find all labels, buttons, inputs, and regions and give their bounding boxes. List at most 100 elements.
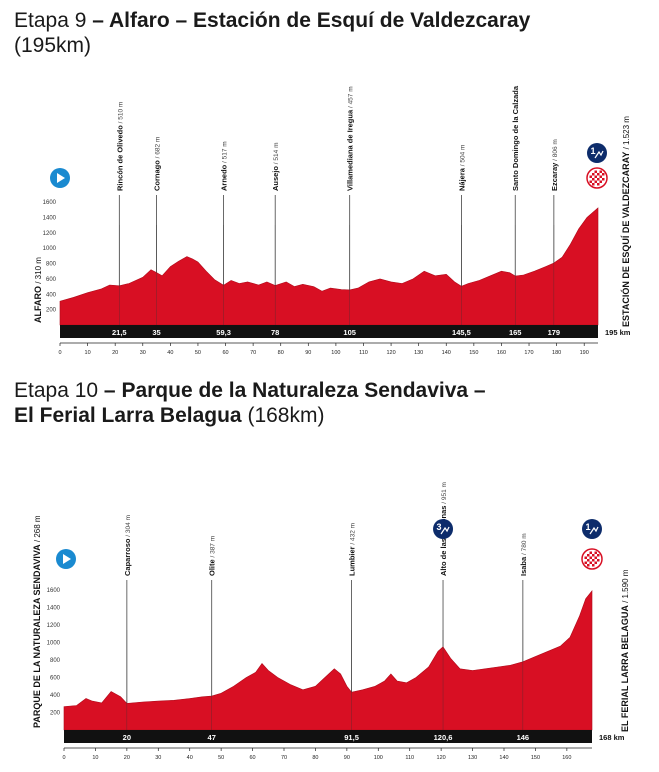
stage-10-number: Etapa 10 xyxy=(14,379,99,402)
x-tick-label: 90 xyxy=(305,350,311,356)
title-dash: – xyxy=(98,379,122,402)
x-tick-label: 160 xyxy=(562,755,571,761)
x-tick-label: 130 xyxy=(468,755,477,761)
town-altitude: / 457 m xyxy=(348,86,355,109)
finish-altitude: / 1.590 m xyxy=(621,569,630,605)
town-name: Rincón de Olivedo xyxy=(115,125,124,191)
checker-square xyxy=(589,556,592,559)
town-altitude: / 510 m xyxy=(117,102,124,125)
town-name: Villamediana de Iregua xyxy=(346,109,355,191)
x-tick-label: 70 xyxy=(250,350,256,356)
checker-square xyxy=(592,173,595,176)
checker-square xyxy=(592,559,595,562)
x-tick-label: 20 xyxy=(112,350,118,356)
total-km-label: 195 km xyxy=(605,328,631,337)
y-tick-label: 1400 xyxy=(43,215,57,221)
town-label: Olite / 387 m xyxy=(208,536,217,576)
town-label: Nájera / 504 m xyxy=(457,145,466,191)
finish-name: ESTACIÓN DE ESQUÍ DE VALDEZCARAY xyxy=(620,152,631,327)
x-tick-label: 120 xyxy=(437,755,446,761)
town-km-label: 165 xyxy=(509,328,522,337)
town-altitude: / 517 m xyxy=(222,141,229,164)
x-tick-label: 10 xyxy=(92,755,98,761)
checker-square xyxy=(592,178,595,181)
x-tick-label: 50 xyxy=(195,350,201,356)
climb-circle xyxy=(433,519,454,539)
town-altitude: / 682 m xyxy=(155,137,162,160)
checker-square xyxy=(597,178,600,181)
start-name: ALFARO xyxy=(33,286,43,323)
town-name: Olite xyxy=(208,559,217,576)
checker-square xyxy=(599,170,602,173)
x-tick-label: 20 xyxy=(124,755,130,761)
climb-category: 3 xyxy=(437,522,442,532)
finish-flag-icon xyxy=(586,167,608,189)
start-play-icon xyxy=(50,168,70,188)
checker-square xyxy=(594,175,597,178)
town-label: Ausejo / 514 m xyxy=(271,143,280,192)
y-tick-label: 600 xyxy=(46,277,57,283)
town-km-label: 146 xyxy=(517,733,530,742)
x-tick-label: 140 xyxy=(499,755,508,761)
climb-circle xyxy=(587,143,607,163)
stage-10-finish-name: El Ferial Larra Belagua xyxy=(14,404,242,427)
checker-square xyxy=(592,554,595,557)
y-tick-label: 400 xyxy=(46,292,57,298)
x-tick-label: 40 xyxy=(187,755,193,761)
x-tick-label: 10 xyxy=(85,350,91,356)
town-name: Santo Domingo de la Calzada xyxy=(511,85,520,191)
checker-square xyxy=(587,559,590,562)
x-tick-label: 60 xyxy=(250,755,256,761)
finish-label: EL FERIAL LARRA BELAGUA / 1.590 m xyxy=(620,569,630,732)
stage-9-title: Etapa 9 – Alfaro – Estación de Esquí de … xyxy=(14,8,644,58)
x-tick-label: 90 xyxy=(344,755,350,761)
stage-9-distance: (195km) xyxy=(14,34,92,57)
climb-category: 1 xyxy=(585,522,590,532)
checker-square xyxy=(589,551,592,554)
climb-circle xyxy=(582,519,602,539)
checker-square xyxy=(592,564,595,567)
x-tick-label: 40 xyxy=(167,350,173,356)
x-tick-label: 30 xyxy=(140,350,146,356)
town-km-label: 120,6 xyxy=(434,733,453,742)
town-km-label: 78 xyxy=(271,328,279,337)
town-label: Arnedo / 517 m xyxy=(220,141,229,191)
mountain-glyph xyxy=(589,526,599,535)
y-tick-label: 600 xyxy=(50,676,61,682)
x-tick-label: 150 xyxy=(469,350,478,356)
x-tick-label: 80 xyxy=(312,755,318,761)
checker-square xyxy=(597,173,600,176)
km-bar xyxy=(60,325,598,338)
town-name: Ezcaray xyxy=(550,162,559,191)
town-altitude: / 951 m xyxy=(441,482,448,505)
checker-square xyxy=(594,551,597,554)
stage-10-title: Etapa 10 – Parque de la Naturaleza Senda… xyxy=(14,378,644,428)
y-tick-label: 1000 xyxy=(47,641,61,647)
town-altitude: / 387 m xyxy=(210,536,217,559)
town-label: Caparroso / 304 m xyxy=(123,515,132,576)
x-tick-label: 100 xyxy=(331,350,340,356)
town-label: Lumbier / 432 m xyxy=(348,523,357,576)
finish-label: ESTACIÓN DE ESQUÍ DE VALDEZCARAY / 1.523… xyxy=(620,116,631,327)
checker-square xyxy=(597,559,600,562)
x-tick-label: 30 xyxy=(155,755,161,761)
start-play-icon xyxy=(56,549,76,569)
y-tick-label: 1200 xyxy=(43,231,57,237)
checker-square xyxy=(597,183,600,186)
town-km-label: 91,5 xyxy=(344,733,359,742)
town-km-label: 47 xyxy=(208,733,216,742)
x-tick-label: 100 xyxy=(374,755,383,761)
elevation-profile xyxy=(59,207,599,326)
checker-square xyxy=(599,180,602,183)
town-name: Cornago xyxy=(153,160,162,191)
x-tick-label: 60 xyxy=(222,350,228,356)
stage-9-number: Etapa 9 xyxy=(14,9,87,32)
x-tick-label: 80 xyxy=(278,350,284,356)
title-dash: – xyxy=(468,379,486,402)
town-label: Ezcaray / 806 m xyxy=(550,139,559,191)
x-tick-label: 70 xyxy=(281,755,287,761)
y-tick-label: 1600 xyxy=(43,200,57,206)
y-tick-label: 400 xyxy=(50,693,61,699)
town-altitude: / 780 m xyxy=(521,533,528,556)
x-tick-label: 190 xyxy=(580,350,589,356)
